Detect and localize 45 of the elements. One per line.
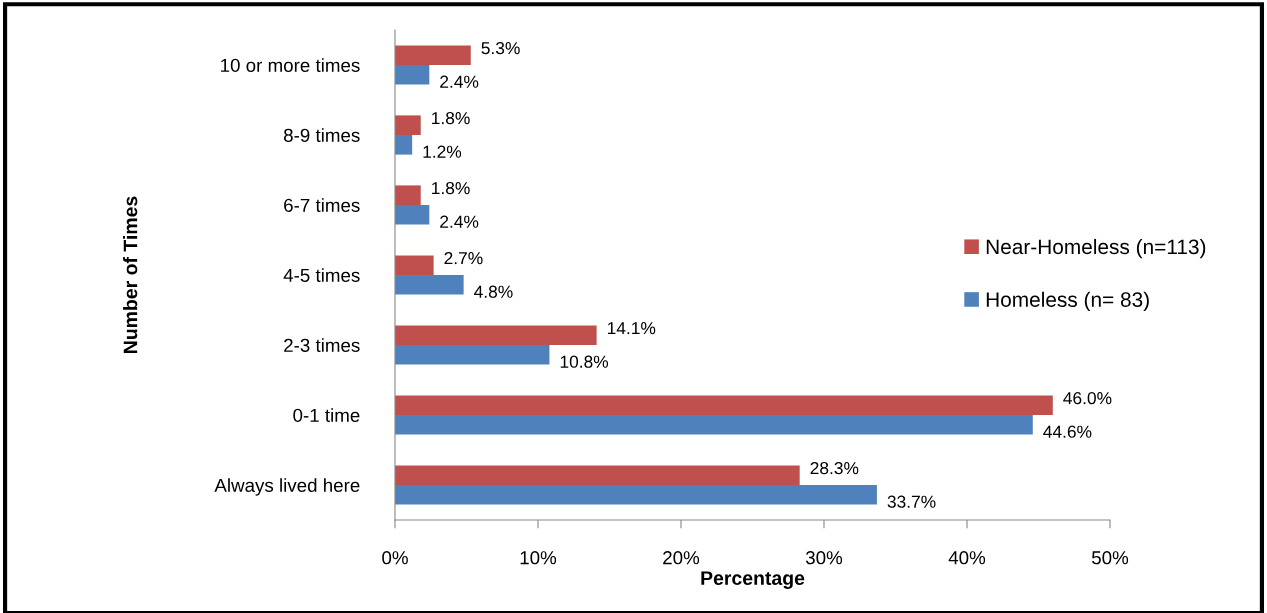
data-label: 4.8% <box>474 285 513 298</box>
bar <box>395 395 1053 415</box>
bar <box>395 465 800 485</box>
x-tick-label: 30% <box>805 551 843 565</box>
bar <box>395 275 464 295</box>
data-label: 14.1% <box>607 322 656 335</box>
bar <box>395 485 877 505</box>
data-label: 1.8% <box>432 181 470 195</box>
x-tick-label: 50% <box>1091 551 1129 565</box>
bar <box>395 45 471 65</box>
bar <box>395 255 434 275</box>
y-tick-label: 2-3 times <box>284 338 360 352</box>
bar <box>395 185 421 205</box>
y-tick-label: 4-5 times <box>283 268 360 282</box>
data-label: 33.7% <box>887 495 936 508</box>
x-tick-label: 0% <box>382 551 408 565</box>
y-tick-label: 0-1 time <box>293 408 360 422</box>
y-axis-title: Number of Times <box>123 196 138 353</box>
bar <box>395 135 413 155</box>
data-label: 44.6% <box>1043 425 1092 438</box>
data-label: 46.0% <box>1063 391 1112 405</box>
bar <box>395 205 430 225</box>
x-tick-label: 20% <box>663 551 700 565</box>
y-tick-label: 10 or more times <box>221 58 360 72</box>
data-label: 28.3% <box>810 461 859 475</box>
x-tick-label: 40% <box>948 551 986 565</box>
y-tick-label: Always lived here <box>214 478 360 496</box>
y-tick-label: 8-9 times <box>283 128 360 142</box>
data-label: 10.8% <box>560 355 609 368</box>
bar <box>395 115 421 135</box>
data-label: 5.3% <box>481 41 520 55</box>
bar <box>395 65 430 85</box>
bar <box>395 345 550 365</box>
data-label: 1.2% <box>423 145 462 158</box>
data-label: 2.7% <box>444 251 483 265</box>
x-tick-label: 10% <box>520 551 557 565</box>
bar <box>395 325 597 345</box>
data-label: 2.4% <box>440 75 479 88</box>
bar <box>395 415 1033 435</box>
data-label: 2.4% <box>440 215 479 228</box>
legend-label: Near-Homeless (n=113) <box>986 238 1206 259</box>
y-tick-label: 6-7 times <box>284 198 360 212</box>
legend-label: Homeless (n= 83) <box>986 291 1149 312</box>
data-label: 1.8% <box>432 111 470 125</box>
x-axis-title: Percentage <box>701 571 805 589</box>
